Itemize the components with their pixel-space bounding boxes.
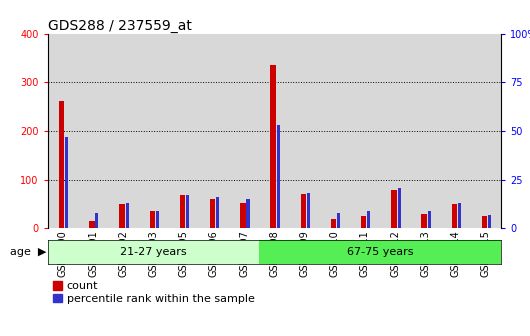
Bar [108, 34, 138, 228]
Bar [156, 211, 159, 228]
Bar [289, 34, 320, 228]
Bar [380, 34, 410, 228]
Bar [95, 213, 99, 228]
Bar [458, 203, 461, 228]
Bar [277, 125, 280, 228]
Bar [270, 65, 276, 228]
Bar [410, 34, 440, 228]
Bar [440, 34, 471, 228]
Bar [199, 34, 229, 228]
Bar [452, 204, 457, 228]
Bar [186, 195, 189, 228]
Bar [398, 187, 401, 228]
Bar [89, 221, 94, 228]
Text: 21-27 years: 21-27 years [120, 247, 187, 257]
Text: age  ▶: age ▶ [10, 247, 46, 257]
Bar [428, 211, 431, 228]
Bar [126, 203, 129, 228]
Bar [65, 137, 68, 228]
Bar [216, 197, 219, 228]
Bar [119, 204, 125, 228]
Bar [59, 101, 64, 228]
Bar [301, 195, 306, 228]
Bar [361, 216, 366, 228]
Bar [246, 199, 250, 228]
Bar [350, 34, 380, 228]
Bar [259, 34, 289, 228]
Bar [48, 34, 78, 228]
Bar [240, 203, 245, 228]
Bar [320, 34, 350, 228]
Bar [48, 240, 259, 264]
Bar [180, 195, 185, 228]
Bar [138, 34, 169, 228]
Bar [259, 240, 501, 264]
Bar [391, 190, 396, 228]
Bar [331, 219, 336, 228]
Legend: count, percentile rank within the sample: count, percentile rank within the sample [53, 281, 254, 304]
Bar [307, 194, 310, 228]
Bar [169, 34, 199, 228]
Bar [149, 211, 155, 228]
Bar [337, 213, 340, 228]
Bar [488, 215, 491, 228]
Bar [421, 214, 427, 228]
Bar [229, 34, 259, 228]
Bar [78, 34, 108, 228]
Bar [210, 199, 215, 228]
Bar [367, 211, 370, 228]
Text: 67-75 years: 67-75 years [347, 247, 413, 257]
Bar [482, 216, 487, 228]
Bar [471, 34, 501, 228]
Text: GDS288 / 237559_at: GDS288 / 237559_at [48, 18, 191, 33]
